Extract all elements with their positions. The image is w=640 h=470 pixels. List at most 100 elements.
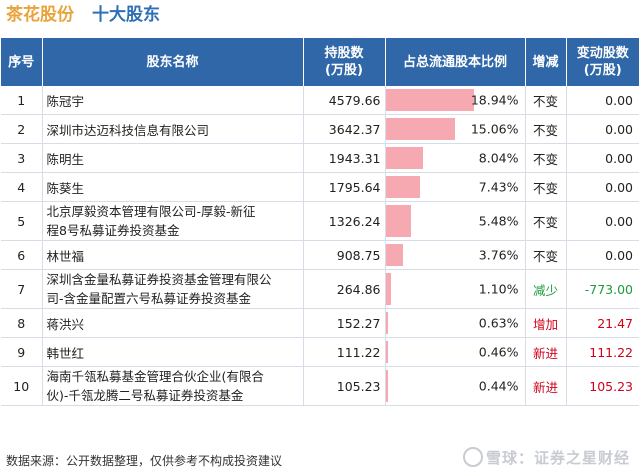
ratio-cell: 0.63% [385,308,526,338]
col-header-delta: 变动股数 (万股) [566,38,639,86]
change-status: 不变 [525,143,567,173]
change-status: 增加 [525,308,567,338]
change-status: 不变 [525,240,567,270]
ratio-bar [385,341,388,363]
shareholder-name: 韩世红 [42,337,304,367]
table-row: 7 深圳含金量私募证券投资基金管理有限公 司-含金量配置六号私募证券投资基金 264.… [1,269,639,309]
share-change: 0.00 [566,86,639,115]
col-header-shares-line2: (万股) [325,63,363,78]
shareholder-name-line2: 程8号私募证券投资基金 [46,223,180,238]
ratio-value: 18.94% [470,92,519,108]
ratio-bar [385,244,403,266]
share-change: -773.00 [566,269,639,309]
ratio-cell: 18.94% [385,86,526,115]
col-header-index: 序号 [1,38,43,86]
col-header-ratio: 占总流通股本比例 [385,38,526,86]
row-index: 4 [1,172,43,202]
ratio-value: 8.04% [478,150,519,166]
table-row: 9 韩世红 111.22 0.46% 新进 111.22 [1,337,639,367]
row-index: 2 [1,114,43,144]
table-row: 6 林世福 908.75 3.76% 不变 0.00 [1,240,639,270]
row-index: 6 [1,240,43,270]
shareholder-name: 北京厚毅资本管理有限公司-厚毅-新征 程8号私募证券投资基金 [42,201,304,241]
share-change: 111.22 [566,337,639,367]
share-change: 0.00 [566,114,639,144]
shareholder-name: 海南千瓴私募基金管理合伙企业(有限合 伙)-千瓴龙腾二号私募证券投资基金 [42,366,304,406]
ratio-cell: 8.04% [385,143,526,173]
ratio-value: 1.10% [478,281,519,297]
ratio-value: 3.76% [478,247,519,263]
shareholder-name-line1: 深圳含金量私募证券投资基金管理有限公 [46,272,272,287]
share-change: 0.00 [566,143,639,173]
table-row: 4 陈葵生 1795.64 7.43% 不变 0.00 [1,172,639,202]
share-change: 0.00 [566,201,639,241]
ratio-value: 0.44% [478,378,519,394]
row-index: 5 [1,201,43,241]
table-row: 8 蒋洪兴 152.27 0.63% 增加 21.47 [1,308,639,338]
shares-held: 1326.24 [303,201,386,241]
share-change: 0.00 [566,240,639,270]
row-index: 8 [1,308,43,338]
shareholder-name-line1: 海南千瓴私募基金管理合伙企业(有限合 [46,369,264,384]
ratio-value: 0.46% [478,344,519,360]
ratio-value: 7.43% [478,179,519,195]
ratio-cell: 0.44% [385,366,526,406]
ratio-cell: 7.43% [385,172,526,202]
shares-held: 111.22 [303,337,386,367]
table-header-row: 序号 股东名称 持股数 (万股) 占总流通股本比例 增减 变动股数 (万股) [1,38,639,86]
ratio-bar [385,118,456,140]
table-row: 3 陈明生 1943.31 8.04% 不变 0.00 [1,143,639,173]
watermark: 雪球：证券之星财经 [462,447,630,468]
shares-held: 1795.64 [303,172,386,202]
change-status: 新进 [525,366,567,406]
shareholder-name-line1: 陈冠宇 [46,93,85,109]
shareholder-name-line1: 深圳市达迈科技信息有限公司 [46,122,210,138]
shareholder-name-line1: 北京厚毅资本管理有限公司-厚毅-新征 [46,204,256,219]
change-status: 新进 [525,337,567,367]
table-row: 1 陈冠宇 4579.66 18.94% 不变 0.00 [1,86,639,115]
change-status: 不变 [525,172,567,202]
shareholder-name: 深圳含金量私募证券投资基金管理有限公 司-含金量配置六号私募证券投资基金 [42,269,304,309]
change-status: 不变 [525,114,567,144]
ratio-bar [385,176,421,198]
share-change: 0.00 [566,172,639,202]
ratio-cell: 3.76% [385,240,526,270]
change-status: 不变 [525,86,567,115]
ratio-cell: 0.46% [385,337,526,367]
share-change: 21.47 [566,308,639,338]
snowball-logo-icon [462,447,483,467]
page-title: 十大股东 [92,5,160,25]
shareholder-name-line2: 司-含金量配置六号私募证券投资基金 [46,291,252,306]
row-index: 1 [1,86,43,115]
ratio-value: 15.06% [470,121,519,137]
brand-title: 茶花股份 [6,5,74,25]
ratio-bar [385,370,388,402]
col-header-shares-line1: 持股数 [324,46,364,61]
col-header-delta-line1: 变动股数 [576,46,629,61]
ratio-cell: 15.06% [385,114,526,144]
row-index: 9 [1,337,43,367]
share-change: 105.23 [566,366,639,406]
shareholder-name-line1: 陈明生 [46,151,85,167]
shareholder-name-line1: 蒋洪兴 [46,316,85,332]
shares-held: 152.27 [303,308,386,338]
col-header-change: 增减 [525,38,567,86]
shares-held: 105.23 [303,366,386,406]
change-status: 不变 [525,201,567,241]
row-index: 10 [1,366,43,406]
shares-held: 264.86 [303,269,386,309]
shareholders-table: 序号 股东名称 持股数 (万股) 占总流通股本比例 增减 变动股数 (万股) 1… [1,38,639,406]
ratio-cell: 5.48% [385,201,526,241]
shareholder-name-line1: 韩世红 [46,345,85,361]
shareholder-name: 蒋洪兴 [42,308,304,338]
ratio-value: 5.48% [478,213,519,229]
shareholder-name: 林世福 [42,240,304,270]
watermark-text: 雪球：证券之星财经 [485,449,630,467]
page-header: 茶花股份 十大股东 [0,0,640,32]
shareholder-name: 陈冠宇 [42,86,304,115]
shareholder-name: 陈明生 [42,143,304,173]
ratio-bar [385,147,423,169]
table-row: 10 海南千瓴私募基金管理合伙企业(有限合 伙)-千瓴龙腾二号私募证券投资基金 105… [1,366,639,406]
row-index: 7 [1,269,43,309]
ratio-bar [385,312,389,334]
